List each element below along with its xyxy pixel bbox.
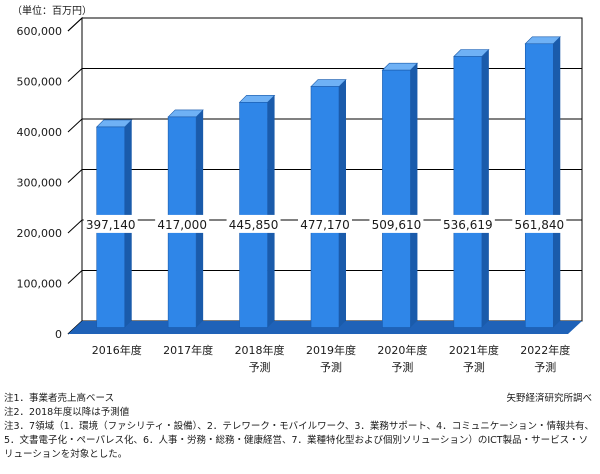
x-tick-label: 2022年度 xyxy=(520,343,570,357)
bar xyxy=(382,69,411,328)
gridline-side xyxy=(67,169,83,183)
gridline-side xyxy=(67,68,83,82)
value-label: 536,619 xyxy=(443,218,493,232)
x-tick-label: 2017年度 xyxy=(163,343,213,357)
y-tick-label: 400,000 xyxy=(17,126,63,139)
x-tick-label: 予測 xyxy=(534,360,556,374)
value-label: 477,170 xyxy=(300,218,350,232)
x-tick-label: 2019年度 xyxy=(306,343,356,357)
y-tick-label: 500,000 xyxy=(17,76,63,89)
value-label: 445,850 xyxy=(229,218,279,232)
x-tick-label: 2021年度 xyxy=(449,343,499,357)
note-1: 注1．事業者売上高ベース xyxy=(4,393,115,404)
bar-side xyxy=(481,49,489,328)
value-label-box xyxy=(155,214,210,233)
value-label-box xyxy=(298,214,352,233)
x-tick-label: 予測 xyxy=(391,360,413,374)
y-tick-label: 0 xyxy=(55,328,62,341)
y-tick-label: 200,000 xyxy=(17,227,63,240)
gridline-side xyxy=(67,219,83,234)
bar xyxy=(310,86,340,328)
x-tick-label: 予測 xyxy=(249,360,271,374)
value-label-box xyxy=(369,214,424,233)
y-tick-label: 100,000 xyxy=(17,278,63,291)
note-3: 注3．7領域（1．環境（ファシリティ・設備）、2．テレワーク・モバイルワーク、3… xyxy=(4,421,595,460)
y-tick-label: 600,000 xyxy=(17,25,63,38)
value-label-box xyxy=(512,214,567,233)
bar-side xyxy=(410,63,418,328)
y-tick-label: 300,000 xyxy=(17,177,63,190)
bar-side xyxy=(553,36,561,328)
unit-label: （単位：百万円） xyxy=(12,4,92,17)
note-2: 注2．2018年度以降は予測値 xyxy=(4,407,130,418)
value-label-box xyxy=(440,214,495,233)
source-credit: 矢野経済研究所調べ xyxy=(506,393,592,404)
value-label: 397,140 xyxy=(86,218,136,232)
bar xyxy=(524,43,554,328)
bar xyxy=(453,56,483,328)
value-label: 417,000 xyxy=(157,218,207,232)
x-tick-label: 予測 xyxy=(320,360,342,374)
value-label-box xyxy=(83,214,138,233)
value-label: 509,610 xyxy=(372,218,422,232)
bar-chart: （単位：百万円） 0 100,000 200,000 300,000 400,000 500… xyxy=(12,4,583,374)
x-tick-label: 2016年度 xyxy=(92,343,142,357)
value-label-box xyxy=(226,214,281,233)
x-tick-label: 2020年度 xyxy=(377,343,427,357)
notes: 注1．事業者売上高ベース 注2．2018年度以降は予測値 注3．7領域（1．環境… xyxy=(4,392,596,462)
gridline-side xyxy=(67,270,83,284)
gridline-side xyxy=(67,118,83,133)
bar-side xyxy=(267,95,275,328)
x-tick-label: 2018年度 xyxy=(235,343,285,357)
gridline-side xyxy=(67,17,83,32)
bar-side xyxy=(339,79,346,328)
value-label: 561,840 xyxy=(514,218,564,232)
x-tick-label: 予測 xyxy=(463,360,485,374)
